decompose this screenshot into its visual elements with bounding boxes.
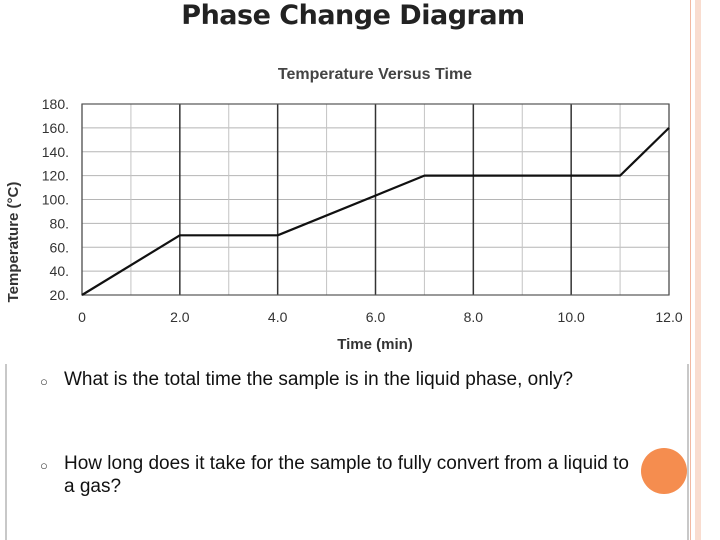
x-tick-label: 2.0 [170,309,190,325]
y-axis-ticks: 20. 40. 60. 80. 100. 120. 140. 160. 180. [42,96,69,303]
right-border-band [695,0,701,540]
chart-title: Temperature Versus Time [278,66,472,83]
chart-grid [81,103,670,296]
slide-title: Phase Change Diagram [181,0,525,31]
ring-bullet-icon: ○ [40,374,48,389]
y-tick-label: 120. [42,168,69,184]
x-axis-label: Time (min) [337,336,413,353]
y-tick-label: 160. [42,120,69,136]
plot-frame [81,103,670,296]
question-2: ○ How long does it take for the sample t… [40,452,640,498]
question-1-text: What is the total time the sample is in … [64,369,574,390]
y-tick-label: 100. [42,192,69,208]
y-tick-label: 20. [50,287,69,303]
temperature-line [81,127,670,296]
x-tick-label: 6.0 [366,309,386,325]
ring-bullet-icon: ○ [40,458,48,473]
orange-circle-decoration [641,448,687,494]
x-tick-label: 8.0 [464,309,484,325]
y-axis-label: Temperature (°C) [5,182,22,303]
y-tick-label: 80. [50,215,69,231]
right-divider [687,364,689,540]
y-tick-label: 40. [50,263,69,279]
right-border-line [690,0,691,540]
x-axis-ticks: 0 2.0 4.0 6.0 8.0 10.0 12.0 [78,309,683,325]
left-divider [5,364,7,540]
question-2-text: How long does it take for the sample to … [64,453,629,497]
data-series [81,127,670,296]
y-tick-label: 180. [42,96,69,112]
y-tick-label: 140. [42,144,69,160]
temperature-time-chart: Temperature Versus Time 20. 40. 60. 80. 100.… [5,66,683,353]
question-1: ○ What is the total time the sample is i… [40,368,640,391]
x-tick-label: 12.0 [655,309,682,325]
x-tick-label: 4.0 [268,309,288,325]
x-tick-label: 0 [78,309,86,325]
x-tick-label: 10.0 [558,309,585,325]
y-tick-label: 60. [50,239,69,255]
